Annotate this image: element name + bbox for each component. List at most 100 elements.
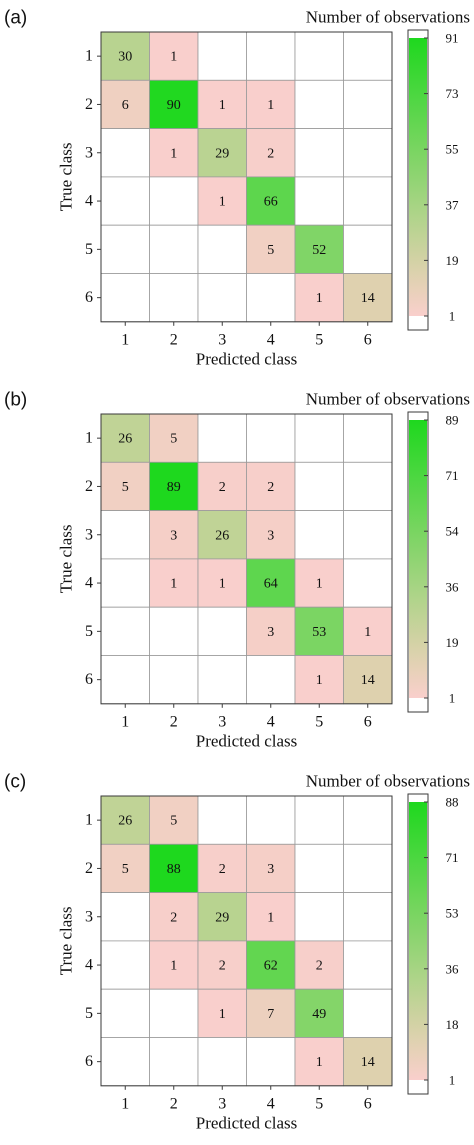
heatmap-cell [246,224,296,274]
y-tick-label: 3 [85,908,93,925]
panel-label: (c) [4,772,26,793]
heatmap-cell [246,510,296,560]
y-tick-label: 6 [85,671,93,688]
heatmap-cell [197,940,247,990]
heatmap-cell [294,843,344,893]
y-axis-label: True class [57,907,76,976]
cell-value: 3 [267,528,274,543]
cell-value: 14 [361,673,375,688]
heatmap-cell [246,413,296,463]
colorbar-tick-label: 55 [446,142,459,157]
heatmap-cell [294,413,344,463]
x-tick-label: 3 [218,1095,226,1112]
heatmap-cell [343,128,393,178]
cell-value: 3 [267,625,274,640]
heatmap-cell [100,176,150,226]
x-tick-label: 5 [315,331,323,348]
cell-value: 2 [316,959,323,974]
cell-value: 1 [219,195,226,210]
cell-value: 1 [219,577,226,592]
cell-value: 1 [316,291,323,306]
heatmap-cell [100,510,150,560]
x-tick-label: 6 [364,331,372,348]
y-tick-label: 2 [85,478,93,495]
heatmap-cell [294,79,344,130]
cell-value: 1 [219,98,226,113]
cell-value: 1 [170,50,177,65]
heatmap-cell [294,31,344,81]
cell-value: 1 [170,577,177,592]
heatmap-cell [246,988,296,1038]
heatmap-cell [343,79,393,130]
heatmap-cell [343,31,393,81]
heatmap-cell [100,558,150,608]
heatmap-cell [149,940,199,990]
heatmap-cell [246,940,296,990]
heatmap-cell [197,461,247,511]
heatmap-cell [343,1037,393,1087]
heatmap-cell [343,558,393,608]
colorbar-tick-label: 89 [446,413,459,428]
heatmap-cell [294,128,344,178]
heatmap-cell [149,224,199,274]
heatmap-cell [197,176,247,226]
heatmap-cell [246,795,296,845]
heatmap-cell [197,843,247,893]
legend-title: Number of observations [306,390,470,409]
heatmap-cell [100,79,150,130]
colorbar-tick-label: 88 [446,795,459,810]
colorbar-tick-label: 91 [446,31,459,46]
cell-value: 26 [118,814,132,829]
x-tick-label: 6 [364,713,372,730]
heatmap-cell [149,31,199,81]
heatmap-cell [246,273,296,323]
heatmap-cell [100,988,150,1038]
heatmap-cell [197,413,247,463]
y-axis-label: True class [57,525,76,594]
cell-value: 49 [312,1007,326,1022]
heatmap-cell [149,606,199,656]
heatmap-cell [149,988,199,1038]
cell-value: 5 [170,814,177,829]
heatmap-cell [343,176,393,226]
cell-value: 66 [264,195,278,210]
colorbar-tick-label: 1 [449,309,456,324]
cell-value: 3 [170,528,177,543]
legend-title: Number of observations [306,8,470,27]
x-tick-label: 2 [170,713,178,730]
cell-value: 2 [219,480,226,495]
cell-value: 64 [264,577,278,592]
heatmap-cell [294,940,344,990]
heatmap-cell [149,413,199,463]
heatmap-cell [149,558,199,608]
heatmap-cell [197,795,247,845]
colorbar-tick-label: 53 [446,906,459,921]
heatmap-cell [294,892,344,942]
cell-value: 14 [361,1055,375,1070]
heatmap-cell [197,655,247,705]
heatmap-cell [343,461,393,511]
cell-value: 2 [267,480,274,495]
heatmap-cell [343,940,393,990]
y-tick-label: 5 [85,241,93,258]
heatmap-cell [294,606,344,656]
colorbar-tick-label: 73 [446,86,459,101]
heatmap-cell [343,988,393,1038]
heatmap-cell [100,224,150,274]
heatmap-cell [294,461,344,511]
colorbar-tick-label: 37 [446,197,460,212]
heatmap-cell [343,795,393,845]
plot-frame [100,31,393,323]
x-tick-label: 3 [218,713,226,730]
y-tick-label: 5 [85,1005,93,1022]
heatmap-cell [343,606,393,656]
cell-value: 1 [267,98,274,113]
colorbar-tick-label: 18 [446,1017,459,1032]
cell-value: 89 [167,480,181,495]
heatmap-cell [149,273,199,323]
y-tick-label: 3 [85,526,93,543]
cell-value: 1 [170,146,177,161]
colorbar-tick-label: 71 [446,850,459,865]
heatmap-cell [294,1037,344,1087]
heatmap-cell [100,606,150,656]
